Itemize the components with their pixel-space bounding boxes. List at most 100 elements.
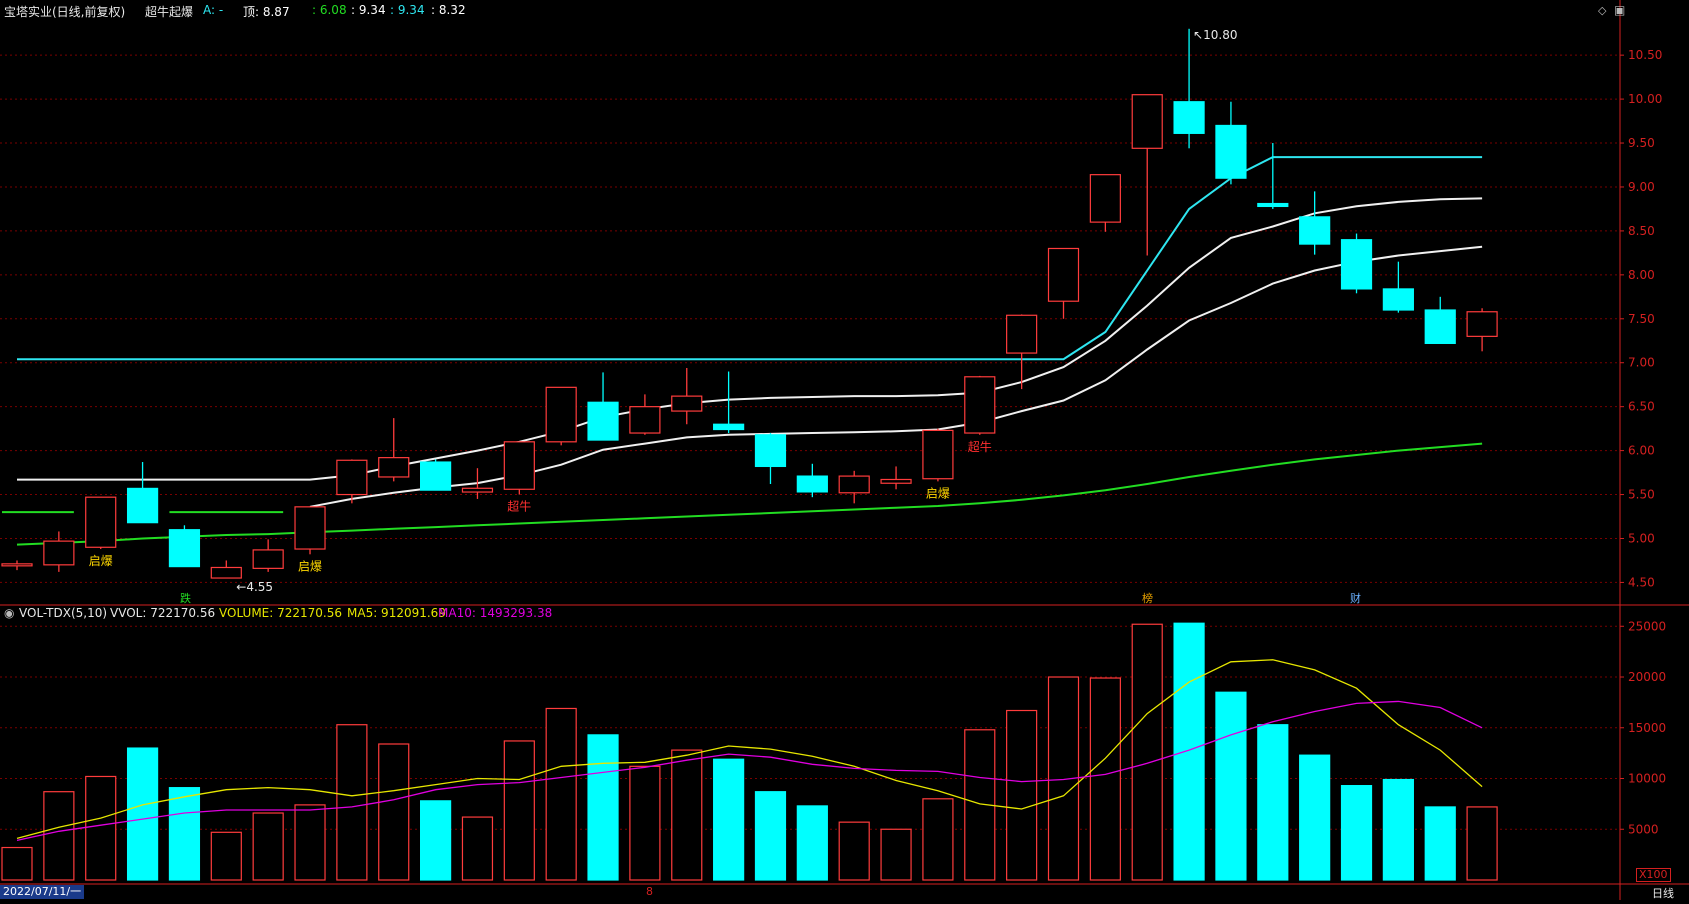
candle-up	[1047, 247, 1080, 302]
volume-bar-up	[378, 743, 410, 881]
volume-bar-up	[503, 740, 535, 881]
candle-down	[168, 529, 201, 568]
candle-up	[880, 478, 912, 484]
vol-volume: VOLUME: 722170.56	[219, 606, 342, 620]
volume-bar-down	[754, 791, 787, 881]
volume-bar-up	[880, 828, 912, 881]
volume-bar-up	[1131, 623, 1163, 881]
candle-up	[629, 406, 661, 434]
volume-bar-up	[1, 846, 33, 881]
low-annotation: ←4.55	[236, 580, 273, 594]
signal-label: 启爆	[89, 554, 113, 568]
volume-bar-down	[168, 787, 201, 881]
diamond-icon[interactable]: ◇	[1598, 4, 1607, 17]
volume-bar-up	[629, 765, 661, 881]
event-marker-list[interactable]: 榜	[1142, 592, 1153, 605]
value-4: : 8.32	[431, 3, 466, 17]
period-label[interactable]: 日线	[1652, 887, 1674, 900]
candle-up	[1006, 314, 1038, 354]
volume-bar-up	[252, 812, 284, 881]
candle-down	[1424, 309, 1456, 344]
candle-down	[126, 487, 159, 524]
candle-up	[1089, 174, 1121, 223]
candle-down	[1299, 216, 1331, 245]
candle-down	[1173, 101, 1205, 134]
candle-down	[1257, 202, 1289, 208]
volume-tick-label: 25000	[1628, 619, 1666, 633]
maximize-icon[interactable]: ▣	[1614, 3, 1626, 17]
volume-bar-up	[1006, 709, 1038, 881]
price-tick-label: 4.50	[1628, 575, 1655, 589]
candle-up	[1, 563, 33, 567]
date-cursor-label: 2022/07/11/一	[0, 885, 85, 899]
volume-bar-up	[336, 724, 368, 881]
candle-down	[1340, 239, 1373, 290]
volume-unit-label: X100	[1636, 868, 1671, 882]
candle-up	[545, 386, 577, 443]
candle-down	[1215, 124, 1247, 179]
price-tick-label: 8.50	[1628, 224, 1655, 238]
candle-up	[294, 506, 326, 550]
price-tick-label: 9.00	[1628, 180, 1655, 194]
candle-up	[838, 475, 870, 494]
vol-ma5: MA5: 912091.69	[347, 606, 446, 620]
price-tick-label: 9.50	[1628, 136, 1655, 150]
top-label: 顶: 8.87	[243, 5, 290, 19]
price-tick-label: 7.50	[1628, 312, 1655, 326]
a-label: A: -	[203, 3, 224, 17]
vol-vvol: VVOL: 722170.56	[110, 606, 216, 620]
volume-bar-up	[294, 804, 326, 881]
price-tick-label: 6.00	[1628, 444, 1655, 458]
vol-name: VOL-TDX(5,10)	[19, 606, 108, 620]
volume-bar-up	[461, 816, 494, 881]
candle-down	[1382, 288, 1414, 311]
green_ma-line	[16, 442, 1483, 546]
candle-up	[336, 459, 368, 496]
candle-up	[85, 496, 117, 548]
candle-up	[43, 540, 75, 566]
price-tick-label: 5.50	[1628, 488, 1655, 502]
candle-up	[503, 441, 535, 490]
volume-bar-up	[210, 831, 242, 881]
signal-label: 启爆	[926, 486, 950, 500]
price-tick-label: 7.00	[1628, 356, 1655, 370]
volume-bar-down	[1382, 778, 1414, 881]
vol-ma10: MA10: 1493293.38	[438, 606, 553, 620]
volume-bar-down	[420, 800, 452, 881]
candle-up	[461, 487, 494, 493]
volume-bar-up	[838, 821, 870, 881]
candle-up	[671, 395, 703, 412]
candle-up	[922, 429, 954, 480]
signal-label: 超牛	[507, 499, 531, 514]
vol-collapse-icon[interactable]: ◉	[4, 606, 15, 620]
volume-bar-down	[713, 758, 745, 881]
candle-down	[754, 434, 787, 468]
volume-bar-up	[1466, 806, 1498, 881]
volume-bar-down	[1215, 691, 1247, 881]
upper_white-line	[17, 197, 1483, 481]
volume-ma5-line	[16, 659, 1483, 840]
volume-bar-up	[43, 791, 75, 881]
signal-label: 启爆	[298, 559, 322, 573]
volume-bar-down	[1340, 785, 1373, 881]
price-tick-label: 10.50	[1628, 48, 1662, 62]
volume-bar-down	[126, 747, 159, 881]
volume-bar-up	[671, 749, 703, 881]
volume-bar-down	[1257, 724, 1289, 881]
candle-up	[378, 457, 410, 478]
value-1: : 6.08	[312, 3, 347, 17]
candle-up	[210, 566, 242, 579]
volume-bar-up	[922, 798, 954, 881]
volume-tick-label: 15000	[1628, 721, 1666, 735]
signal-label: 超牛	[968, 439, 992, 454]
candle-down	[587, 401, 619, 441]
price-tick-label: 5.00	[1628, 531, 1655, 545]
candle-up	[964, 376, 996, 434]
month-marker: 8	[646, 885, 653, 898]
volume-bar-down	[1173, 622, 1205, 881]
event-marker-finance[interactable]: 财	[1350, 592, 1361, 605]
event-marker-drop[interactable]: 跌	[180, 592, 191, 605]
value-3: : 9.34	[390, 3, 425, 17]
